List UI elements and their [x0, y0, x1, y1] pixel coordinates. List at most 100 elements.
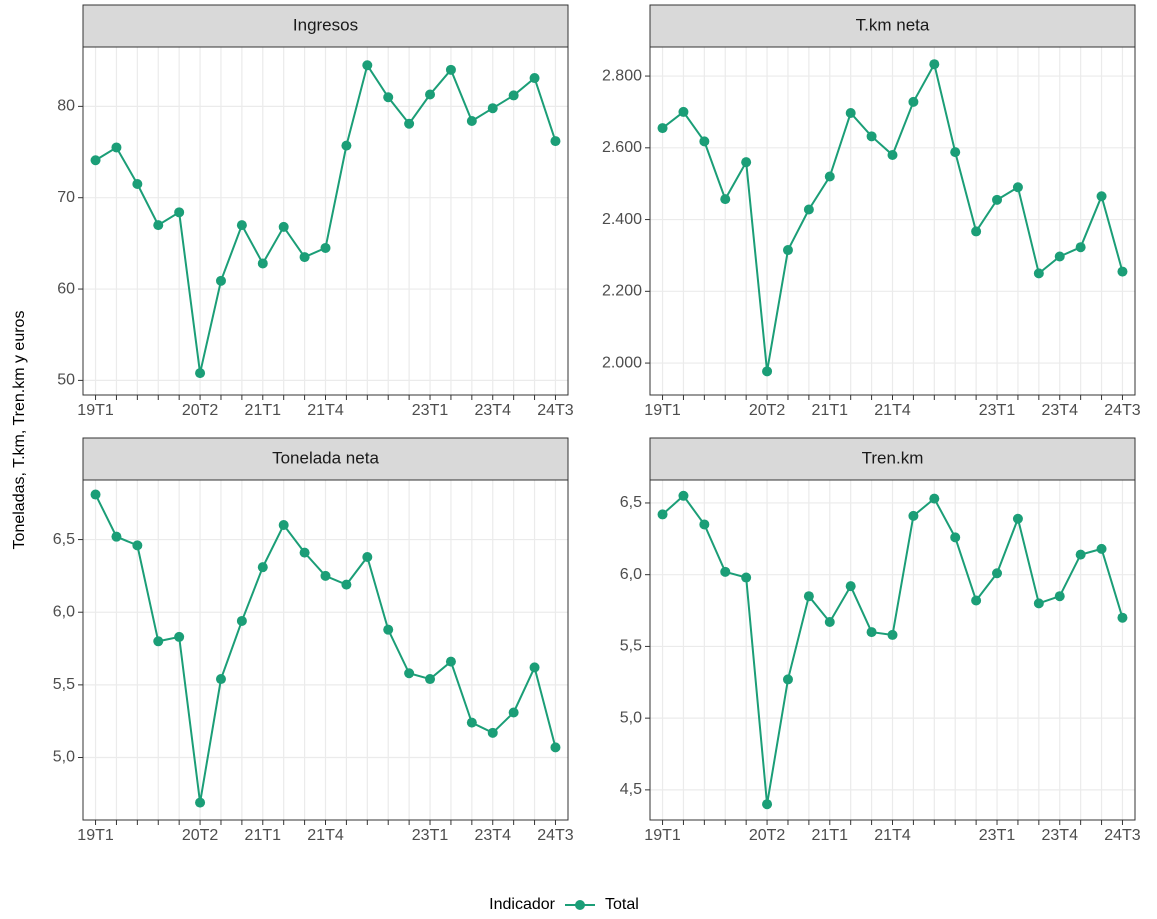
- data-point: [741, 157, 752, 168]
- data-point: [341, 579, 352, 590]
- data-point: [845, 581, 856, 592]
- data-point: [929, 59, 940, 70]
- data-point: [1033, 268, 1044, 279]
- data-point: [132, 179, 143, 190]
- panel-title: Tonelada neta: [272, 448, 379, 467]
- data-point: [278, 520, 289, 531]
- data-point: [404, 668, 415, 679]
- y-tick-label: 2.600: [602, 139, 642, 156]
- data-point: [1054, 251, 1065, 262]
- data-point: [866, 131, 877, 142]
- data-point: [699, 136, 710, 147]
- x-tick-label: 20T2: [182, 402, 219, 419]
- data-point: [445, 64, 456, 75]
- data-point: [1096, 543, 1107, 554]
- data-point: [824, 171, 835, 182]
- data-point: [90, 489, 101, 500]
- data-point: [215, 674, 226, 685]
- data-point: [678, 490, 689, 501]
- y-tick-label: 6,5: [53, 531, 75, 548]
- data-point: [720, 194, 731, 205]
- y-tick-label: 5,5: [53, 676, 75, 693]
- data-point: [320, 570, 331, 581]
- data-point: [257, 562, 268, 573]
- data-point: [529, 73, 540, 84]
- data-point: [824, 617, 835, 628]
- data-point: [782, 674, 793, 685]
- data-point: [383, 624, 394, 635]
- x-tick-label: 23T4: [1042, 827, 1079, 844]
- data-point: [1075, 242, 1086, 253]
- y-tick-label: 5,0: [53, 749, 75, 766]
- panel-border: [82, 479, 569, 821]
- x-tick-label: 23T4: [475, 402, 512, 419]
- data-point: [866, 627, 877, 638]
- y-axis-label: Toneladas, T.km, Tren.km y euros: [11, 311, 28, 550]
- x-tick-label: 21T1: [812, 402, 849, 419]
- x-tick-label: 24T3: [537, 402, 574, 419]
- data-point: [383, 92, 394, 103]
- legend-label: Total: [605, 896, 639, 913]
- legend-point: [575, 900, 585, 910]
- data-point: [132, 540, 143, 551]
- data-point: [111, 142, 122, 153]
- data-point: [971, 226, 982, 237]
- data-point: [887, 149, 898, 160]
- data-point: [487, 727, 498, 738]
- data-point: [845, 108, 856, 119]
- data-point: [1012, 182, 1023, 193]
- y-tick-label: 5,5: [620, 638, 642, 655]
- y-tick-label: 2.000: [602, 354, 642, 371]
- data-point: [153, 220, 164, 231]
- y-tick-label: 6,0: [53, 603, 75, 620]
- data-point: [908, 96, 919, 107]
- data-point: [971, 595, 982, 606]
- x-tick-label: 19T1: [644, 402, 681, 419]
- x-tick-label: 24T3: [537, 827, 574, 844]
- x-tick-label: 24T3: [1104, 827, 1141, 844]
- x-tick-label: 23T1: [412, 402, 449, 419]
- data-point: [320, 242, 331, 253]
- x-tick-label: 23T1: [979, 402, 1016, 419]
- panel-border: [82, 46, 569, 396]
- data-point: [762, 366, 773, 377]
- x-tick-label: 21T4: [307, 827, 344, 844]
- panel-border: [649, 46, 1136, 396]
- x-tick-label: 21T1: [245, 402, 282, 419]
- data-point: [657, 123, 668, 134]
- x-tick-label: 23T4: [1042, 402, 1079, 419]
- data-point: [236, 615, 247, 626]
- data-point: [1117, 266, 1128, 277]
- data-point: [678, 106, 689, 117]
- data-point: [1096, 191, 1107, 202]
- data-point: [992, 568, 1003, 579]
- data-point: [508, 90, 519, 101]
- y-tick-label: 2.800: [602, 67, 642, 84]
- x-tick-label: 24T3: [1104, 402, 1141, 419]
- data-point: [362, 552, 373, 563]
- data-point: [762, 799, 773, 810]
- y-tick-label: 2.200: [602, 283, 642, 300]
- data-point: [111, 531, 122, 542]
- data-point: [445, 656, 456, 667]
- panel-border: [649, 479, 1136, 821]
- data-point: [362, 60, 373, 71]
- data-point: [803, 591, 814, 602]
- legend-title: Indicador: [489, 896, 555, 913]
- data-point: [720, 566, 731, 577]
- x-tick-label: 19T1: [77, 827, 114, 844]
- x-tick-label: 21T4: [874, 402, 911, 419]
- data-point: [195, 797, 206, 808]
- data-point: [299, 252, 310, 263]
- strip-background: [649, 437, 1136, 481]
- data-point: [929, 493, 940, 504]
- y-tick-label: 70: [57, 189, 75, 206]
- y-tick-label: 6,0: [620, 566, 642, 583]
- data-point: [425, 89, 436, 100]
- data-point: [195, 368, 206, 379]
- strip-background: [82, 437, 569, 481]
- data-point: [550, 742, 561, 753]
- data-point: [236, 220, 247, 231]
- x-tick-label: 21T1: [812, 827, 849, 844]
